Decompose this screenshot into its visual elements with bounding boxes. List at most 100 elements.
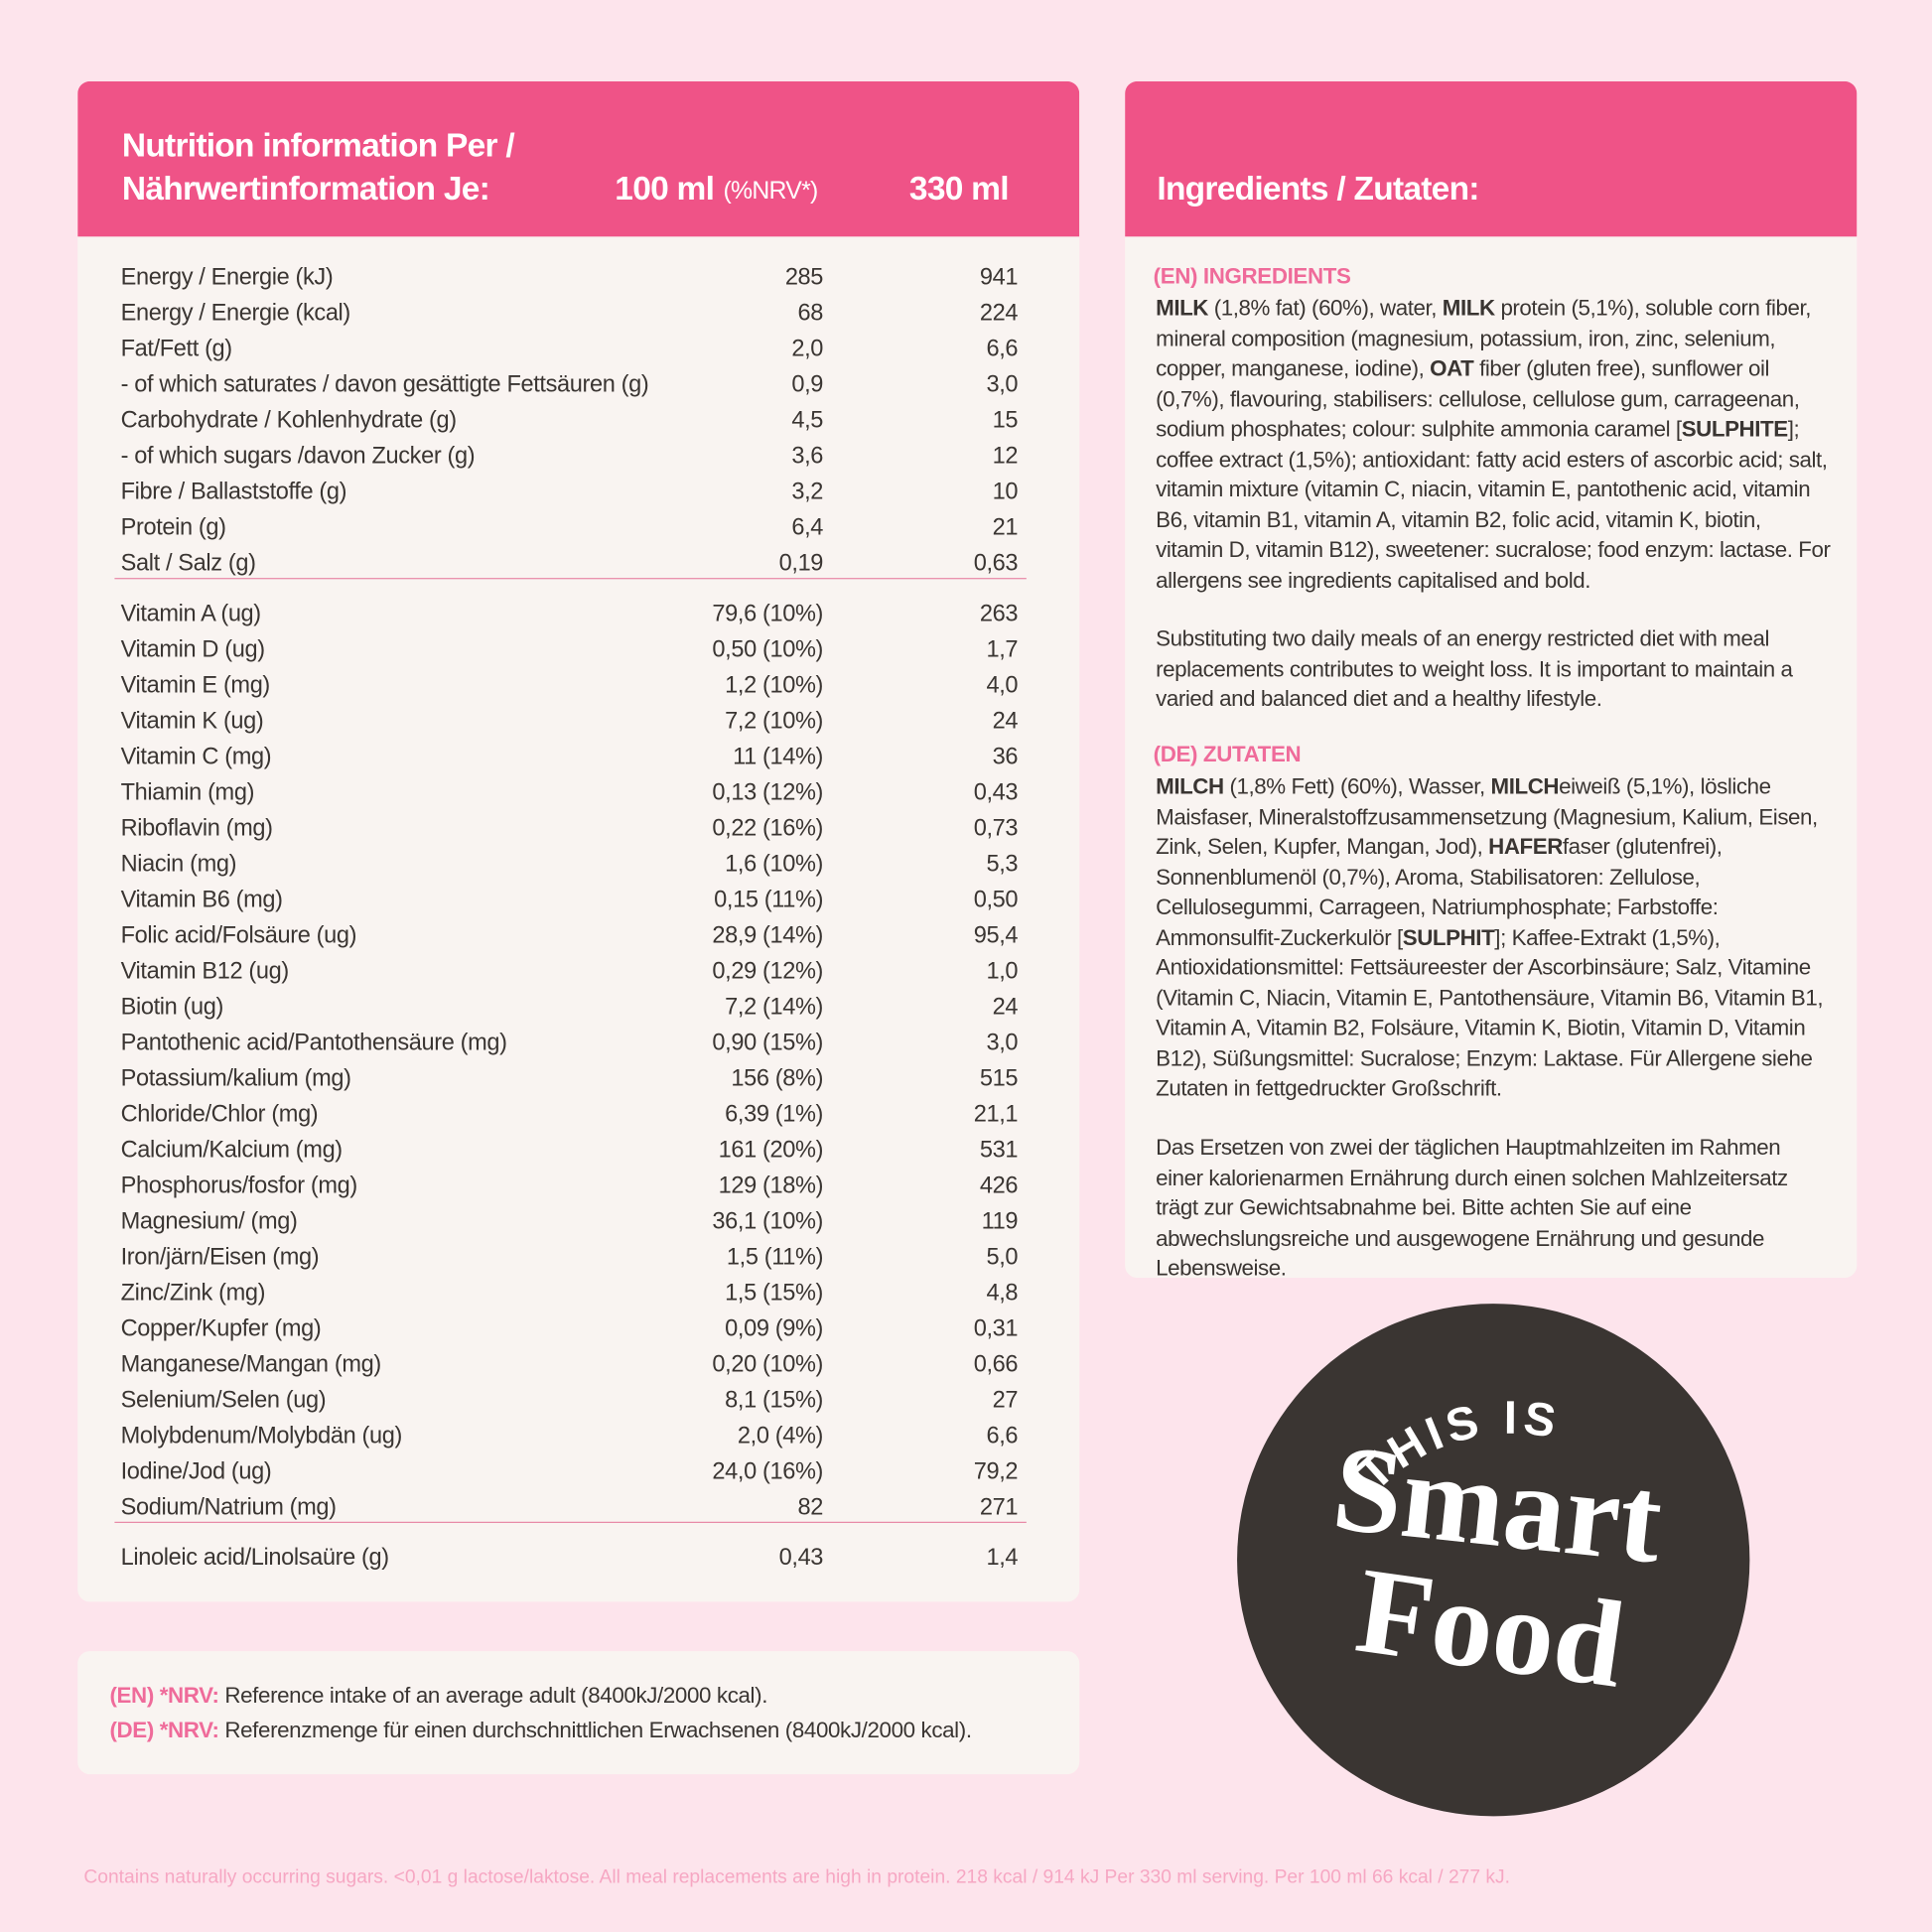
value-100ml: 24,0 (16%) xyxy=(712,1458,824,1485)
nutrient-name: Linoleic acid/Linolsaüre (g) xyxy=(120,1545,389,1572)
value-100ml: 285 xyxy=(784,264,824,291)
value-330ml: 21 xyxy=(992,514,1019,541)
value-330ml: 10 xyxy=(992,479,1019,505)
nutrient-name: Carbohydrate / Kohlenhydrate (g) xyxy=(120,407,457,434)
footnote-card: (EN) *NRV: Reference intake of an averag… xyxy=(77,1651,1080,1775)
value-330ml: 4,0 xyxy=(986,672,1019,699)
allergen: SULPHITE xyxy=(1681,416,1788,442)
allergen: MILCH xyxy=(1156,773,1224,799)
value-100ml: 0,50 (10%) xyxy=(712,636,824,663)
footnote-mark: *NRV: xyxy=(159,1718,219,1742)
value-100ml: 8,1 (15%) xyxy=(725,1387,824,1414)
value-100ml: 1,5 (15%) xyxy=(725,1280,824,1307)
value-330ml: 0,66 xyxy=(973,1351,1019,1378)
value-330ml: 1,0 xyxy=(986,958,1019,985)
value-100ml: 0,13 (12%) xyxy=(712,779,824,806)
header-title: Nährwertinformation Je: xyxy=(121,170,490,207)
nutrient-name: Energy / Energie (kcal) xyxy=(120,300,351,327)
value-100ml: 2,0 xyxy=(791,336,824,362)
value-330ml: 95,4 xyxy=(973,922,1019,949)
value-100ml: 0,43 xyxy=(778,1545,824,1572)
value-330ml: 5,0 xyxy=(986,1244,1019,1271)
value-100ml: 0,29 (12%) xyxy=(712,958,824,985)
nutrient-name: Calcium/Kalcium (mg) xyxy=(120,1137,344,1164)
value-100ml: 82 xyxy=(797,1494,824,1521)
ingredients-header: Ingredients / Zutaten: xyxy=(1125,80,1858,237)
value-330ml: 271 xyxy=(979,1494,1019,1521)
nutrient-name: Riboflavin (mg) xyxy=(120,815,273,842)
footnote-mark: *NRV: xyxy=(159,1683,219,1709)
value-100ml: 0,90 (15%) xyxy=(712,1030,824,1056)
value-100ml: 11 (14%) xyxy=(733,744,824,770)
value-330ml: 531 xyxy=(979,1137,1019,1164)
value-100ml: 4,5 xyxy=(791,407,824,434)
value-100ml: 68 xyxy=(797,300,824,327)
value-330ml: 1,4 xyxy=(986,1545,1019,1572)
value-100ml: 7,2 (14%) xyxy=(725,994,824,1021)
nutrient-name: Phosphorus/fosfor (mg) xyxy=(120,1173,358,1199)
nutrient-name: Pantothenic acid/Pantothensäure (mg) xyxy=(120,1030,507,1056)
footnote-lang: (DE) xyxy=(109,1718,154,1742)
nutrient-name: - of which sugars /davon Zucker (g) xyxy=(120,443,476,470)
nutrient-name: Vitamin A (ug) xyxy=(120,601,262,627)
value-330ml: 515 xyxy=(979,1065,1019,1092)
value-100ml: 3,6 xyxy=(791,443,824,470)
value-330ml: 3,0 xyxy=(986,371,1019,398)
value-330ml: 0,50 xyxy=(973,887,1019,913)
allergen: MILK xyxy=(1442,295,1495,321)
nutrient-name: Folic acid/Folsäure (ug) xyxy=(120,922,357,949)
value-330ml: 263 xyxy=(979,601,1019,627)
badge-line: Smart xyxy=(1327,1419,1668,1589)
value-330ml: 36 xyxy=(992,744,1019,770)
nutrient-name: Vitamin B6 (mg) xyxy=(120,887,283,913)
footnote-line: (DE) *NRV: Referenzmenge für einen durch… xyxy=(109,1718,972,1743)
nutrient-name: Chloride/Chlor (mg) xyxy=(120,1101,319,1128)
nutrient-name: Fat/Fett (g) xyxy=(120,336,233,362)
value-100ml: 0,9 xyxy=(791,371,824,398)
section-heading: (DE) ZUTATEN xyxy=(1153,742,1302,766)
value-330ml: 21,1 xyxy=(973,1101,1019,1128)
nutrient-name: Selenium/Selen (ug) xyxy=(120,1387,327,1414)
value-330ml: 1,7 xyxy=(986,636,1019,663)
value-100ml: 1,5 (11%) xyxy=(726,1244,824,1271)
value-100ml: 156 (8%) xyxy=(731,1065,824,1092)
nutrient-name: Molybdenum/Molybdän (ug) xyxy=(120,1423,403,1449)
badge: THIS IS Smart Food xyxy=(1237,1304,1750,1817)
nutrient-name: Thiamin (mg) xyxy=(120,779,255,806)
header-title: Nutrition information Per / xyxy=(121,126,515,165)
allergen: MILCH xyxy=(1490,773,1560,799)
value-330ml: 27 xyxy=(992,1387,1019,1414)
value-330ml: 224 xyxy=(979,300,1019,327)
value-330ml: 0,43 xyxy=(973,779,1019,806)
nutrient-name: Vitamin D (ug) xyxy=(120,636,265,663)
section-heading: (EN) INGREDIENTS xyxy=(1153,263,1351,289)
column-header: 330 ml xyxy=(908,170,1010,207)
footnote-lang: (EN) xyxy=(109,1683,154,1709)
nutrition-card: Nutrition information Per / Nährwertinfo… xyxy=(77,80,1080,1602)
text-run: faser (glutenfrei), Sonnenblumenöl (0,7%… xyxy=(1156,834,1723,950)
value-100ml: 36,1 (10%) xyxy=(712,1208,824,1235)
nutrient-name: Manganese/Mangan (mg) xyxy=(120,1351,382,1378)
text-run: (1,8% fat) (60%), water, xyxy=(1208,295,1443,321)
footnote-text: Reference intake of an average adult (84… xyxy=(224,1683,768,1709)
allergen: MILK xyxy=(1156,295,1209,321)
nutrient-name: Magnesium/ (mg) xyxy=(120,1208,298,1235)
nutrient-name: Iron/järn/Eisen (mg) xyxy=(120,1244,320,1271)
allergen: HAFER xyxy=(1488,834,1563,860)
value-100ml: 129 (18%) xyxy=(718,1173,824,1199)
nutrient-name: Potassium/kalium (mg) xyxy=(120,1065,351,1092)
nutrient-name: Iodine/Jod (ug) xyxy=(120,1458,272,1485)
nutrient-name: Energy / Energie (kJ) xyxy=(120,264,334,291)
value-100ml: 161 (20%) xyxy=(718,1137,824,1164)
text-run: ]; coffee extract (1,5%); antioxidant: f… xyxy=(1156,416,1831,593)
value-100ml: 6,39 (1%) xyxy=(725,1101,824,1128)
nutrient-name: Niacin (mg) xyxy=(120,851,237,878)
nutrient-name: Zinc/Zink (mg) xyxy=(120,1280,266,1307)
ingredients-card: Ingredients / Zutaten: (EN) INGREDIENTS … xyxy=(1125,80,1858,1279)
value-100ml: 79,6 (10%) xyxy=(712,601,824,627)
nutrient-name: Biotin (ug) xyxy=(120,994,224,1021)
value-330ml: 4,8 xyxy=(986,1280,1019,1307)
nutrient-name: Sodium/Natrium (mg) xyxy=(120,1494,337,1521)
text-run: (1,8% Fett) (60%), Wasser, xyxy=(1223,773,1491,799)
